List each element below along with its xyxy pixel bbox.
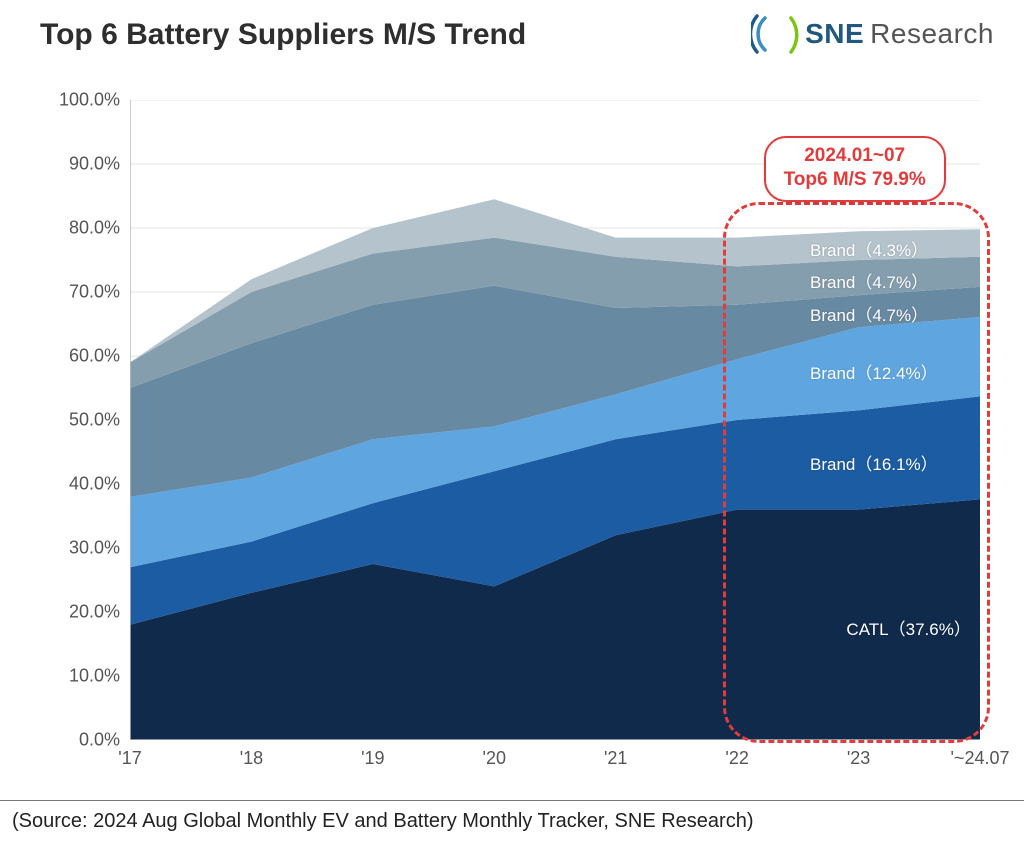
x-tick-label: '20 xyxy=(483,748,506,769)
callout-line1: 2024.01~07 xyxy=(784,144,926,168)
series-label: Brand（4.7%） xyxy=(810,268,928,293)
x-tick-label: '18 xyxy=(240,748,263,769)
y-tick-label: 10.0% xyxy=(69,666,120,687)
y-tick-label: 60.0% xyxy=(69,346,120,367)
x-tick-label: '~24.07 xyxy=(951,748,1010,769)
plot-area: 0.0%10.0%20.0%30.0%40.0%50.0%60.0%70.0%8… xyxy=(130,100,980,740)
x-tick-label: '21 xyxy=(604,748,627,769)
series-label: Brand（4.3%） xyxy=(810,236,928,261)
y-tick-label: 20.0% xyxy=(69,602,120,623)
footer-divider xyxy=(0,800,1024,801)
x-tick-label: '17 xyxy=(118,748,141,769)
logo-arcs-icon xyxy=(751,12,799,56)
y-tick-label: 40.0% xyxy=(69,474,120,495)
series-label: Brand（12.4%） xyxy=(810,359,938,384)
y-tick-label: 90.0% xyxy=(69,154,120,175)
y-tick-label: 70.0% xyxy=(69,282,120,303)
chart-area: 0.0% 10.0% 20.0% 30.0% 40.0% 50.0% 60.0% 70.0% 8… xyxy=(52,80,992,780)
brand-logo: SNEResearch xyxy=(751,12,994,56)
y-tick-label: 30.0% xyxy=(69,538,120,559)
callout-line2: Top6 M/S 79.9% xyxy=(784,168,926,192)
y-tick-label: 50.0% xyxy=(69,410,120,431)
x-tick-label: '22 xyxy=(725,748,748,769)
x-tick-label: '23 xyxy=(847,748,870,769)
x-tick-label: '19 xyxy=(361,748,384,769)
y-tick-label: 100.0% xyxy=(59,90,120,111)
source-caption: (Source: 2024 Aug Global Monthly EV and … xyxy=(12,810,753,833)
logo-sub: Research xyxy=(870,18,994,49)
chart-title: Top 6 Battery Suppliers M/S Trend xyxy=(40,18,526,52)
series-label: CATL（37.6%） xyxy=(846,615,970,640)
logo-text: SNEResearch xyxy=(805,18,994,50)
series-label: Brand（4.7%） xyxy=(810,301,928,326)
y-tick-label: 80.0% xyxy=(69,218,120,239)
series-label: Brand（16.1%） xyxy=(810,450,938,475)
chart-container: Top 6 Battery Suppliers M/S Trend SNERes… xyxy=(0,0,1024,841)
logo-name: SNE xyxy=(805,18,864,49)
callout-bubble: 2024.01~07Top6 M/S 79.9% xyxy=(764,136,946,202)
y-tick-label: 0.0% xyxy=(79,730,120,751)
